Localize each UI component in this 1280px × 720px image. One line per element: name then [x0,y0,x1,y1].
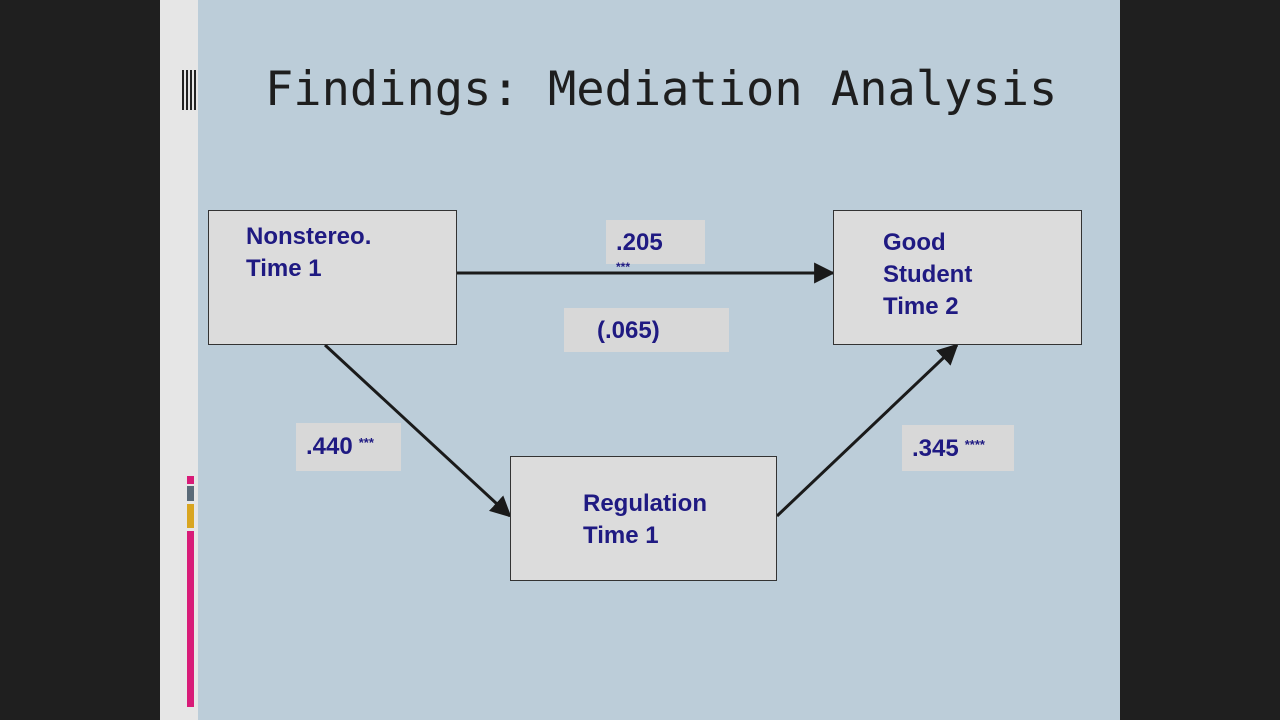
direct-controlled-coefficient: (.065) [564,308,729,352]
a-path-value: .440 [306,433,353,460]
direct-coefficient-sig: *** [616,260,631,274]
predictor-label-line1: Nonstereo. [246,223,372,250]
outcome-label-line1: Good [883,229,946,256]
outcome-box: Good Student Time 2 [833,210,1082,345]
slide-title: Findings: Mediation Analysis [265,62,1058,117]
a-path-coefficient: .440 *** [296,423,401,471]
mediator-label: Regulation Time 1 [583,488,707,552]
accent-bar-gold [187,504,194,528]
predictor-box: Nonstereo. Time 1 [208,210,457,345]
predictor-label-line2: Time 1 [246,255,322,282]
b-path-coefficient: .345 **** [902,425,1014,471]
a-path-coefficient-text: .440 *** [306,433,374,461]
accent-bar-magenta [187,531,194,707]
predictor-label: Nonstereo. Time 1 [246,221,371,285]
mediator-box: Regulation Time 1 [510,456,777,581]
outcome-label: Good Student Time 2 [883,227,972,323]
b-path-sig: **** [964,437,985,452]
outcome-label-line3: Time 2 [883,293,959,320]
a-path-arrow [323,343,512,518]
slide: Findings: Mediation Analysis Nonstereo. … [160,0,1120,720]
direct-controlled-value: (.065) [597,317,660,344]
slide-marker-icon [182,70,197,110]
a-path-sig: *** [358,435,374,450]
mediator-label-line2: Time 1 [583,522,659,549]
outcome-label-line2: Student [883,261,973,288]
b-path-value: .345 [912,435,959,462]
direct-coefficient-value: .205 [616,229,663,256]
accent-bar-top-magenta [187,476,194,484]
b-path-coefficient-text: .345 **** [912,435,985,463]
b-path-arrow [775,343,959,518]
mediator-label-line1: Regulation [583,490,707,517]
path-arrows [323,262,959,518]
direct-coefficient: .205 *** [606,220,705,274]
accent-bar-gray [187,486,194,501]
